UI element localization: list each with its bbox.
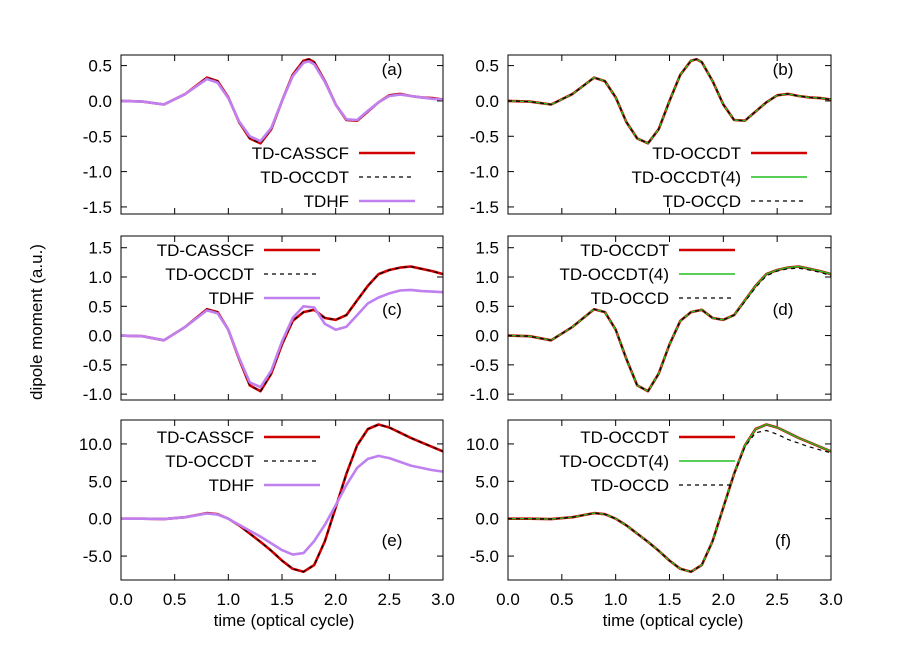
plot-frame	[120, 54, 444, 215]
series-line-tdhf	[120, 288, 444, 389]
y-tick-label: -1.5	[470, 198, 499, 217]
y-tick-label: -1.0	[470, 163, 499, 182]
panel-label: (e)	[382, 531, 403, 550]
panels-group: 0.5 0.0 -0.5 -1.0 -1.5 (a) TD-CASSCF TD-OCCDT TD…	[79, 54, 843, 609]
legend-label: TDHF	[209, 476, 254, 495]
y-tick-label: 0.0	[88, 92, 112, 111]
panel-5: 0.0 0.5 1.0 1.5 2.0 2.5 3.0 10.0 5.0 0.0 -5.0 (f) TD…	[466, 419, 843, 609]
y-tick-label: 0.0	[475, 327, 499, 346]
panel-2: 1.5 1.0 0.5 0.0 -0.5 -1.0 (c) TD-CASSCF TD-OCCDT…	[83, 235, 444, 404]
x-tick-label: 1.0	[217, 590, 241, 609]
x-tick-label: 0.0	[496, 590, 520, 609]
y-tick-label: 0.5	[88, 57, 112, 76]
y-tick-label: 0.0	[475, 510, 499, 529]
y-tick-label: -1.0	[83, 385, 112, 404]
x-tick-label: 1.5	[270, 590, 294, 609]
legend-label: TD-OCCDT	[165, 452, 254, 471]
series-line-occd	[508, 429, 832, 573]
y-tick-label: 1.5	[88, 239, 112, 258]
legend-label: TD-OCCDT(4)	[559, 452, 669, 471]
y-tick-label: -1.0	[470, 385, 499, 404]
plot-frame	[507, 54, 832, 215]
series-line-casscf	[507, 265, 832, 393]
panel-0: 0.5 0.0 -0.5 -1.0 -1.5 (a) TD-CASSCF TD-OCCDT TD…	[83, 54, 444, 217]
legend-label: TD-OCCDT(4)	[559, 265, 669, 284]
legend-label: TD-OCCDT(4)	[631, 168, 741, 187]
series-line-tdhf	[120, 60, 444, 143]
series-line-casscf	[120, 265, 444, 393]
panel-label: (d)	[773, 300, 794, 319]
series-line-occdt	[120, 265, 444, 392]
x-axis-label-left: time (optical cycle)	[214, 611, 355, 630]
y-tick-label: -1.0	[83, 163, 112, 182]
panel-3: 1.5 1.0 0.5 0.0 -0.5 -1.0 (d) TD-OCCDT TD-OCCDT(…	[470, 235, 832, 404]
legend-label: TD-OCCD	[591, 476, 669, 495]
y-axis-label: dipole moment (a.u.)	[27, 244, 46, 400]
panel-label: (f)	[775, 531, 791, 550]
x-tick-label: 2.5	[765, 590, 789, 609]
x-tick-label: 1.0	[604, 590, 628, 609]
legend-label: TD-CASSCF	[252, 144, 349, 163]
legend-label: TD-CASSCF	[157, 428, 254, 447]
y-tick-label: 1.5	[475, 239, 499, 258]
plot-frame	[507, 235, 832, 401]
y-tick-label: -0.5	[470, 127, 499, 146]
y-tick-label: -1.5	[83, 198, 112, 217]
series-line-tdhf	[121, 454, 444, 556]
legend-label: TD-OCCDT	[165, 265, 254, 284]
legend-label: TDHF	[209, 289, 254, 308]
x-tick-label: 2.0	[324, 590, 348, 609]
y-tick-label: 0.5	[88, 297, 112, 316]
y-tick-label: -0.5	[83, 127, 112, 146]
x-tick-label: 3.0	[431, 590, 455, 609]
series-line-occdt	[120, 58, 444, 144]
legend-label: TD-OCCDT	[260, 168, 349, 187]
x-tick-label: 3.0	[819, 590, 843, 609]
panel-1: 0.5 0.0 -0.5 -1.0 -1.5 (b) TD-OCCDT TD-OCCDT(4)…	[470, 54, 832, 217]
panel-label: (c)	[382, 300, 402, 319]
legend-label: TD-CASSCF	[157, 241, 254, 260]
plot-frame	[120, 419, 444, 581]
legend-label: TD-OCCDT	[652, 144, 741, 163]
legend-label: TDHF	[304, 192, 349, 211]
y-tick-label: -0.5	[470, 356, 499, 375]
panel-label: (b)	[773, 60, 794, 79]
x-tick-label: 0.0	[109, 590, 133, 609]
series-line-occd	[507, 267, 832, 392]
y-tick-label: 10.0	[466, 435, 499, 454]
x-tick-label: 2.0	[712, 590, 736, 609]
plot-frame	[507, 419, 832, 581]
x-tick-label: 1.5	[658, 590, 682, 609]
legend-label: TD-OCCDT	[580, 241, 669, 260]
y-tick-label: 1.0	[88, 268, 112, 287]
series-line-occdt4	[507, 265, 832, 392]
x-tick-label: 2.5	[378, 590, 402, 609]
y-tick-label: 0.5	[475, 297, 499, 316]
y-tick-label: 0.0	[88, 510, 112, 529]
panel-4: 0.0 0.5 1.0 1.5 2.0 2.5 3.0 10.0 5.0 0.0 -5.0 (e) TD…	[79, 419, 455, 609]
y-tick-label: -5.0	[83, 547, 112, 566]
x-tick-label: 0.5	[550, 590, 574, 609]
series-line-occd	[507, 58, 832, 144]
y-tick-label: 1.0	[475, 268, 499, 287]
panel-label: (a)	[382, 60, 403, 79]
x-tick-label: 0.5	[163, 590, 187, 609]
legend-label: TD-OCCD	[591, 289, 669, 308]
y-tick-label: 0.0	[475, 92, 499, 111]
y-tick-label: 5.0	[88, 472, 112, 491]
plot-frame	[120, 235, 444, 401]
legend-label: TD-OCCDT	[580, 428, 669, 447]
y-tick-label: -5.0	[470, 547, 499, 566]
y-tick-label: 0.0	[88, 327, 112, 346]
y-tick-label: 10.0	[79, 435, 112, 454]
y-tick-label: 0.5	[475, 57, 499, 76]
legend-label: TD-OCCD	[663, 192, 741, 211]
x-axis-label-right: time (optical cycle)	[603, 611, 744, 630]
y-tick-label: 5.0	[475, 472, 499, 491]
y-tick-label: -0.5	[83, 356, 112, 375]
